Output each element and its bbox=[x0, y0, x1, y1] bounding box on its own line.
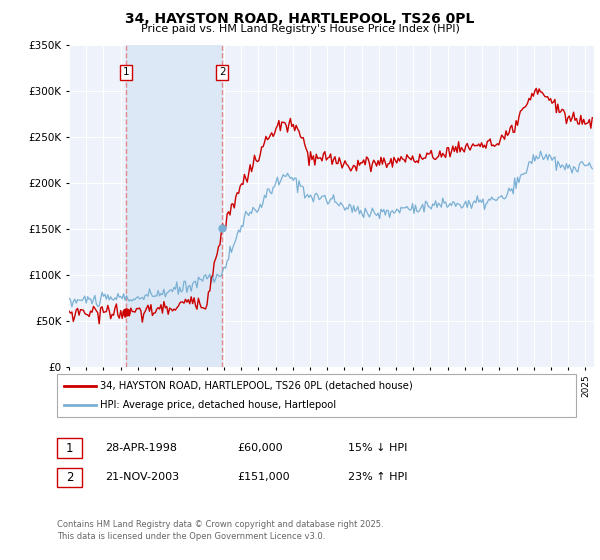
Text: 28-APR-1998: 28-APR-1998 bbox=[105, 443, 177, 453]
Text: 2: 2 bbox=[66, 470, 73, 484]
Text: £151,000: £151,000 bbox=[237, 472, 290, 482]
Text: HPI: Average price, detached house, Hartlepool: HPI: Average price, detached house, Hart… bbox=[100, 400, 337, 410]
Text: £60,000: £60,000 bbox=[237, 443, 283, 453]
Text: 34, HAYSTON ROAD, HARTLEPOOL, TS26 0PL (detached house): 34, HAYSTON ROAD, HARTLEPOOL, TS26 0PL (… bbox=[100, 381, 413, 391]
Text: Price paid vs. HM Land Registry's House Price Index (HPI): Price paid vs. HM Land Registry's House … bbox=[140, 24, 460, 34]
Text: 1: 1 bbox=[123, 67, 130, 77]
Text: Contains HM Land Registry data © Crown copyright and database right 2025.
This d: Contains HM Land Registry data © Crown c… bbox=[57, 520, 383, 541]
Bar bbox=[127, 45, 222, 367]
Text: 2: 2 bbox=[219, 67, 226, 77]
Text: 34, HAYSTON ROAD, HARTLEPOOL, TS26 0PL: 34, HAYSTON ROAD, HARTLEPOOL, TS26 0PL bbox=[125, 12, 475, 26]
Text: 15% ↓ HPI: 15% ↓ HPI bbox=[348, 443, 407, 453]
Text: 21-NOV-2003: 21-NOV-2003 bbox=[105, 472, 179, 482]
Text: 23% ↑ HPI: 23% ↑ HPI bbox=[348, 472, 407, 482]
Text: 1: 1 bbox=[66, 441, 73, 455]
